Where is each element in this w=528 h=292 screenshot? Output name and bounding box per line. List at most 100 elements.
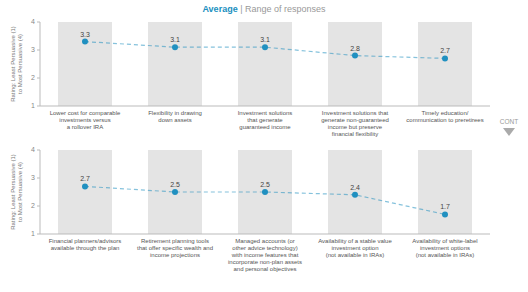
range-column xyxy=(418,22,472,106)
average-dot xyxy=(172,189,178,195)
x-axis xyxy=(40,234,490,235)
average-line xyxy=(85,42,445,59)
range-column xyxy=(58,150,112,234)
title-part: | Range of responses xyxy=(238,4,326,14)
category-label-line: available through the plan xyxy=(51,245,120,251)
average-dot xyxy=(352,192,358,198)
category-label: Investment solutions thatgenerate non-gu… xyxy=(321,110,389,137)
range-column xyxy=(238,22,292,106)
category-label-line: incorporate non-plan assets xyxy=(228,259,302,265)
category-label-line: down assets xyxy=(158,117,191,123)
category-label-line: (not available in IRAs) xyxy=(326,252,385,258)
category-label-line: Availability of a stable value xyxy=(318,238,392,244)
range-column xyxy=(148,22,202,106)
category-label-line: guaranteed income xyxy=(239,124,291,130)
category-label-line: communication to preretirees xyxy=(406,117,483,123)
y-tick xyxy=(37,206,40,207)
range-column xyxy=(328,150,382,234)
chart: 1234Rating: Least Persuasive (1)to Most … xyxy=(0,0,528,292)
y-tick xyxy=(37,106,40,107)
y-tick-label: 3 xyxy=(31,46,35,53)
average-dot xyxy=(262,44,268,50)
y-axis-label-line: Rating: Least Persuasive (1) xyxy=(10,154,16,230)
range-column xyxy=(148,150,202,234)
category-label-line: investment options xyxy=(420,245,470,251)
category-label: Availability of white-labelinvestment op… xyxy=(412,238,477,258)
category-label-line: Lower cost for comparable xyxy=(50,110,121,116)
category-label-line: other advice technology) xyxy=(232,245,297,251)
average-dot xyxy=(262,189,268,195)
category-label: Flexibility in drawingdown assets xyxy=(148,110,202,123)
y-axis-label-line: to Most Persuasive (4) xyxy=(17,34,23,94)
category-label-line: investment option xyxy=(331,245,378,251)
y-axis xyxy=(40,150,41,234)
data-label: 2.8 xyxy=(350,45,360,52)
category-label: Availability of a stable valueinvestment… xyxy=(318,238,392,258)
panel: 1 2 3 4 Rating: Least Persuasive (1)to Most … xyxy=(10,146,491,272)
title-part: Average xyxy=(202,4,237,14)
panel: 1 2 3 4 Rating: Least Persuasive (1)to Most … xyxy=(10,18,491,137)
y-axis-label-line: Rating: Least Persuasive (1) xyxy=(10,26,16,102)
category-label-line: that generate xyxy=(247,117,283,123)
category-label-line: Availability of white-label xyxy=(412,238,477,244)
y-tick xyxy=(37,234,40,235)
y-tick-label: 3 xyxy=(31,174,35,181)
y-tick xyxy=(37,150,40,151)
y-tick xyxy=(37,178,40,179)
category-label-line: a rollover IRA xyxy=(67,124,103,130)
data-label: 2.7 xyxy=(80,175,90,182)
category-label-line: financial flexibility xyxy=(332,131,378,137)
category-label-line: Investment solutions xyxy=(238,110,293,116)
category-label-line: with income features that xyxy=(231,252,299,258)
range-column xyxy=(328,22,382,106)
y-tick xyxy=(37,50,40,51)
y-axis-label: Rating: Least Persuasive (1)to Most Pers… xyxy=(10,26,23,102)
category-label-line: and personal objectives xyxy=(233,266,296,272)
y-tick xyxy=(37,22,40,23)
y-tick xyxy=(37,78,40,79)
data-label: 2.4 xyxy=(350,184,360,191)
y-tick-label: 2 xyxy=(31,74,35,81)
marks xyxy=(82,183,448,217)
data-label: 3.1 xyxy=(170,36,180,43)
category-label-line: Flexibility in drawing xyxy=(148,110,202,116)
y-tick-label: 4 xyxy=(31,146,35,153)
range-column xyxy=(418,150,472,234)
data-label: 2.5 xyxy=(170,181,180,188)
category-label-line: (not available in IRAs) xyxy=(416,252,475,258)
average-line xyxy=(85,186,445,214)
category-label-line: Timely education/ xyxy=(422,110,469,116)
category-label: Retirement planning toolsthat offer spec… xyxy=(137,238,213,258)
y-tick-label: 2 xyxy=(31,202,35,209)
category-label-line: that offer specific wealth and xyxy=(137,245,213,251)
category-label-line: investments versus xyxy=(59,117,110,123)
title: Average | Range of responses xyxy=(202,4,326,14)
range-column xyxy=(58,22,112,106)
y-tick-label: 4 xyxy=(31,18,35,25)
y-tick-label: 1 xyxy=(31,230,35,237)
average-dot xyxy=(82,39,88,45)
category-label-line: Retirement planning tools xyxy=(141,238,209,244)
category-label-line: Financial planners/advisors xyxy=(49,238,122,244)
y-axis-label: Rating: Least Persuasive (1)to Most Pers… xyxy=(10,154,23,230)
average-dot xyxy=(352,53,358,59)
category-label: Managed accounts (orother advice technol… xyxy=(228,238,302,272)
x-axis xyxy=(40,106,490,107)
annotation: CONT xyxy=(500,118,518,125)
continue-arrow xyxy=(503,128,515,136)
data-label: 1.7 xyxy=(440,203,450,210)
y-tick-label: 1 xyxy=(31,102,35,109)
average-dot xyxy=(172,44,178,50)
average-dot xyxy=(442,55,448,61)
category-label: Timely education/communication to preret… xyxy=(406,110,483,123)
category-label-line: Managed accounts (or xyxy=(235,238,295,244)
average-dot xyxy=(82,183,88,189)
category-label: Investment solutionsthat generateguarant… xyxy=(238,110,293,130)
data-label: 2.7 xyxy=(440,47,450,54)
range-columns xyxy=(58,22,472,106)
data-label: 3.3 xyxy=(80,31,90,38)
data-label: 3.1 xyxy=(260,36,270,43)
data-label: 2.5 xyxy=(260,181,270,188)
y-axis-label-line: to Most Persuasive (4) xyxy=(17,162,23,222)
category-label-line: income projections xyxy=(150,252,200,258)
